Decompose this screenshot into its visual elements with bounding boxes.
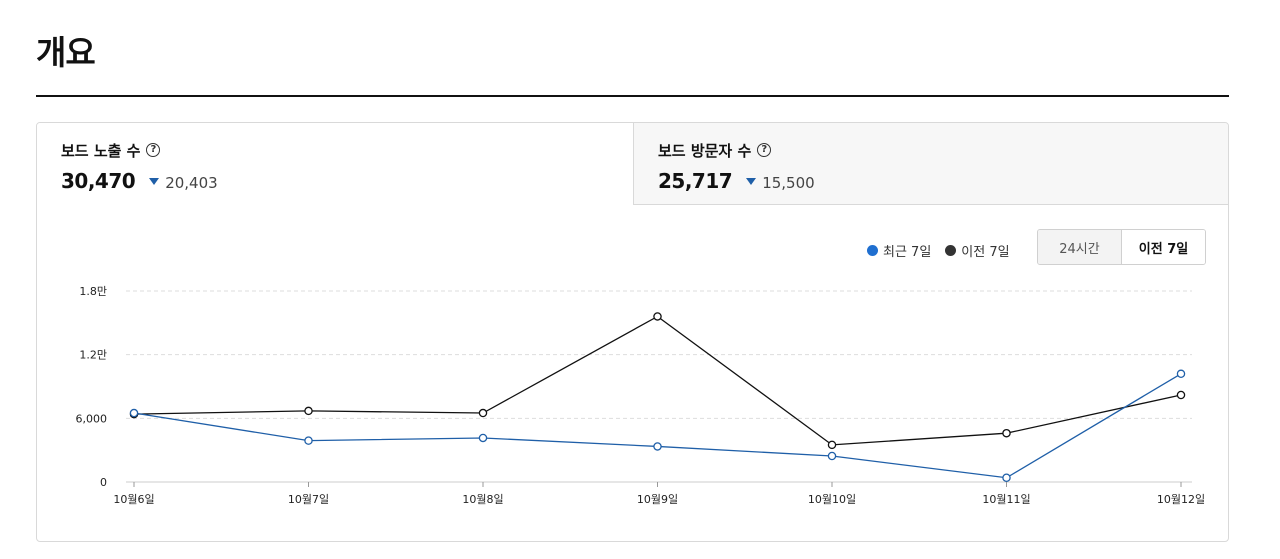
toggle-previous-7d-button[interactable]: 이전 7일 [1121, 230, 1205, 264]
data-point-previous [304, 406, 313, 416]
y-tick-label: 1.2만 [79, 349, 107, 362]
x-tick-label: 10월9일 [637, 492, 678, 506]
data-point-previous [653, 312, 662, 321]
data-point-recent [304, 436, 313, 445]
help-icon[interactable]: ? [146, 143, 161, 157]
data-point-recent [653, 442, 662, 451]
period-toggle: 24시간 이전 7일 [1037, 229, 1206, 265]
y-tick-label: 6,000 [76, 412, 108, 425]
arrow-down-icon [149, 178, 160, 185]
data-point-recent [1176, 369, 1186, 379]
metric-values: 30,470 20,403 [61, 169, 609, 193]
legend-item-previous: 이전 7일 [945, 241, 1010, 260]
chart-legend: 최근 7일 이전 7일 [867, 241, 1010, 260]
metric-label: 보드 방문자 수 ? [658, 139, 1206, 161]
metric-compare: 15,500 [762, 174, 815, 192]
data-point-recent [129, 408, 139, 418]
data-point-recent [478, 433, 488, 443]
metric-label-text: 보드 노출 수 [61, 141, 141, 160]
x-tick-label: 10월12일 [1157, 492, 1205, 506]
legend-dot-recent-icon [867, 245, 878, 256]
metric-label: 보드 노출 수 ? [61, 139, 609, 161]
y-tick-label: 1.8만 [79, 285, 107, 298]
series-line-recent [133, 373, 1182, 479]
data-point-previous [827, 440, 837, 450]
line-chart: 0 6,000 1.2만 1.8만 10월6일 10월7일 10월8일 10월9일 10월10일… [76, 285, 1206, 506]
y-tick-label: 0 [100, 476, 107, 489]
x-tick-label: 10월7일 [288, 492, 329, 506]
analytics-card: 보드 노출 수 ? 30,470 20,403 보드 방문자 수 ? 25,71… [36, 122, 1229, 542]
metric-compare: 20,403 [165, 174, 218, 192]
legend-item-recent: 최근 7일 [867, 241, 931, 260]
title-divider [36, 95, 1229, 97]
x-tick-label: 10월10일 [808, 492, 856, 506]
legend-label-recent: 최근 7일 [883, 245, 932, 260]
data-point-previous [1176, 390, 1186, 400]
metric-label-text: 보드 방문자 수 [658, 141, 752, 160]
metric-tab-visitors[interactable]: 보드 방문자 수 ? 25,717 15,500 [633, 123, 1228, 205]
x-tick-label: 10월11일 [982, 492, 1030, 506]
metric-tab-impressions[interactable]: 보드 노출 수 ? 30,470 20,403 [37, 123, 633, 205]
help-icon[interactable]: ? [757, 143, 772, 157]
series-line-previous [133, 315, 1182, 446]
x-tick-label: 10월8일 [462, 492, 503, 506]
data-point-previous [478, 408, 488, 418]
metric-value: 25,717 [658, 169, 733, 193]
x-tick-label: 10월6일 [113, 492, 154, 506]
page-title: 개요 [36, 33, 96, 72]
data-point-recent [827, 451, 837, 461]
legend-label-previous: 이전 7일 [961, 245, 1010, 260]
toggle-24h-button[interactable]: 24시간 [1038, 230, 1121, 264]
legend-dot-previous-icon [945, 245, 957, 256]
metric-value: 30,470 [61, 169, 136, 193]
data-point-recent [1002, 473, 1011, 483]
arrow-down-icon [746, 178, 757, 185]
data-point-previous [1002, 428, 1011, 438]
metric-values: 25,717 15,500 [658, 169, 1206, 193]
